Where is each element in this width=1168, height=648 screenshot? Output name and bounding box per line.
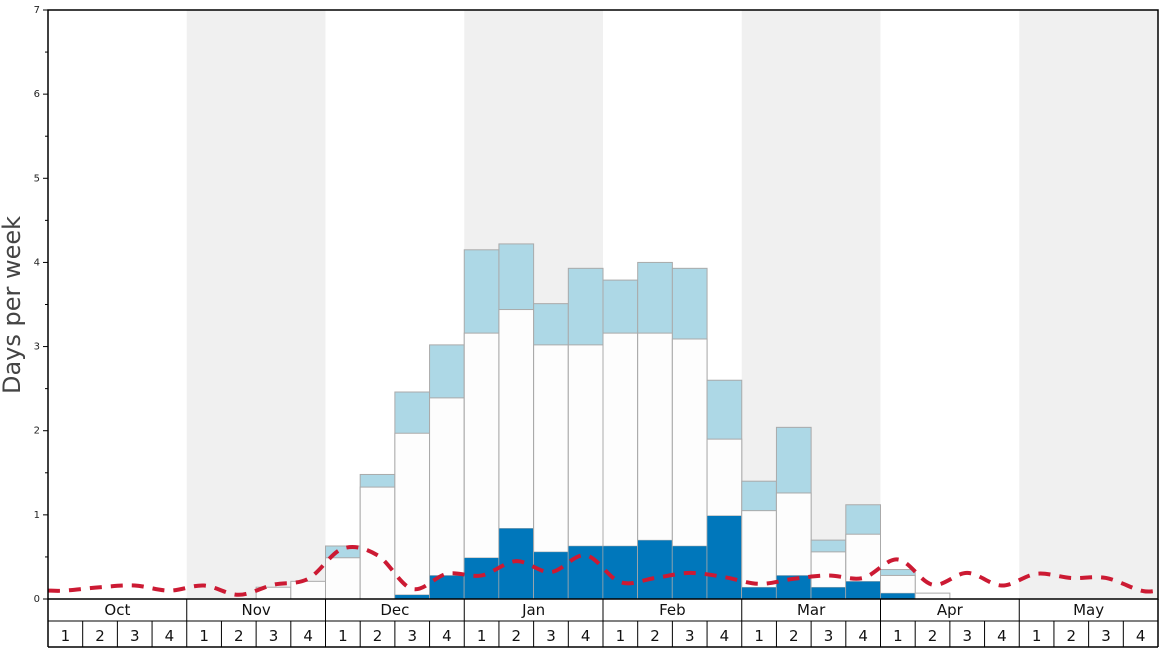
month-band-nov [186,10,326,599]
bar-bottom [637,539,673,600]
bar-bottom [706,515,742,600]
week-label: 3 [685,627,695,645]
week-label: 2 [789,627,799,645]
week-label: 3 [269,627,279,645]
week-label: 1 [477,627,487,645]
week-label: 1 [61,627,71,645]
bar-bottom [741,586,777,600]
y-axis-label: Days per week [0,216,26,394]
bar-bottom [845,581,881,600]
week-label: 2 [928,627,938,645]
month-label-nov: Nov [241,601,270,619]
week-label: 2 [512,627,522,645]
week-label: 3 [824,627,834,645]
y-tick-label: 0 [34,594,40,605]
bar-bottom [533,551,569,600]
week-label: 3 [130,627,140,645]
week-label: 3 [546,627,556,645]
week-label: 4 [442,627,452,645]
axes-group: 0 1 2 3 4 5 6 7 Oct 1 2 3 4 Nov 1 2 3 4 Dec 1 2 3 4 Jan 1 2 3 4 Feb 1… [34,5,1159,648]
month-label-feb: Feb [659,601,686,619]
week-label: 4 [858,627,868,645]
week-label: 1 [338,627,348,645]
week-label: 4 [165,627,175,645]
y-tick-label: 4 [34,257,40,268]
week-label: 1 [893,627,903,645]
month-label-apr: Apr [937,601,964,619]
bar-middle [290,580,326,600]
week-label: 4 [1136,627,1146,645]
bar-bottom [810,586,847,600]
bar-middle [914,592,951,600]
bar-bottom [568,545,604,600]
y-tick-label: 1 [34,510,40,521]
month-label-mar: Mar [797,601,826,619]
week-label: 1 [199,627,209,645]
bar-bottom [880,592,916,600]
bar-middle [394,432,431,600]
trend-line-group [47,544,1159,597]
week-label: 2 [1067,627,1077,645]
week-label: 2 [234,627,244,645]
week-label: 1 [616,627,626,645]
month-label-may: May [1073,601,1104,619]
bar-middle [359,486,396,600]
y-tick-label: 7 [34,5,40,16]
week-label: 3 [962,627,972,645]
week-label: 1 [1032,627,1042,645]
week-label: 4 [997,627,1007,645]
month-label-oct: Oct [104,601,130,619]
trend-line [47,544,1159,597]
y-tick-label: 5 [34,173,40,184]
week-label: 1 [754,627,764,645]
month-band-may [1019,10,1158,599]
week-label: 4 [720,627,730,645]
week-label: 2 [373,627,383,645]
week-label: 4 [303,627,313,645]
week-label: 2 [95,627,105,645]
week-label: 3 [407,627,417,645]
week-label: 2 [650,627,660,645]
bar-middle [325,557,361,600]
week-label: 4 [581,627,591,645]
y-tick-label: 2 [34,426,40,437]
y-tick-label: 3 [34,342,40,353]
bar-middle [463,332,500,600]
bar-middle [429,397,465,600]
bar-middle [741,510,777,600]
month-label-dec: Dec [380,601,409,619]
bar-bottom [498,528,534,600]
y-tick-label: 6 [34,89,40,100]
month-label-jan: Jan [521,601,545,619]
bars-group [255,243,951,600]
week-label: 3 [1101,627,1111,645]
bar-bottom [464,557,500,600]
